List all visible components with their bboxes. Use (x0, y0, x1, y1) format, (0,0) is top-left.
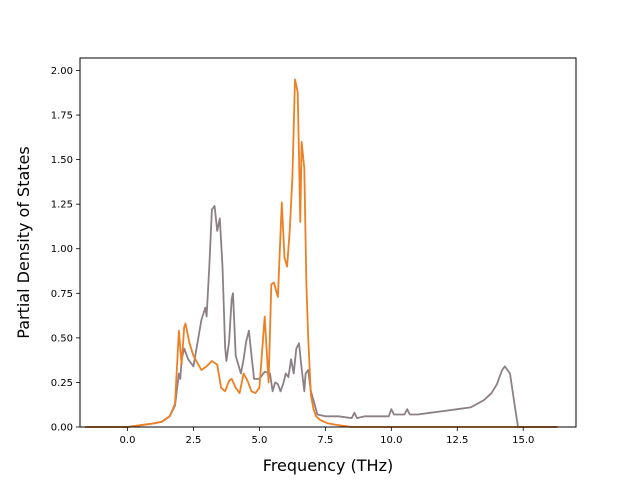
x-tick-label: 5.0 (251, 435, 267, 446)
y-tick-label: 1.50 (51, 155, 73, 166)
x-tick-label: 7.5 (317, 435, 333, 446)
series-line-2 (85, 78, 558, 428)
x-tick-label: 10.0 (380, 435, 402, 446)
series-lines (85, 78, 558, 428)
y-tick-label: 0.50 (51, 333, 73, 344)
y-axis-title: Partial Density of States (14, 146, 33, 338)
y-tick-label: 0.75 (51, 289, 73, 300)
series-line-1 (85, 205, 558, 428)
y-axis-ticks: 0.00 0.25 0.50 0.75 1.00 1.25 1.50 1.75 2.00 (51, 66, 80, 434)
y-tick-label: 1.00 (51, 244, 73, 255)
plot-frame (79, 57, 577, 428)
x-tick-label: 0.0 (120, 435, 136, 446)
x-axis-ticks: 0.0 2.5 5.0 7.5 10.0 12.5 15.0 (120, 427, 534, 446)
y-tick-label: 0.00 (51, 423, 73, 434)
x-tick-label: 12.5 (446, 435, 468, 446)
x-tick-label: 15.0 (512, 435, 534, 446)
y-tick-label: 1.75 (51, 111, 73, 122)
y-tick-label: 0.25 (51, 378, 73, 389)
x-tick-label: 2.5 (185, 435, 201, 446)
x-axis-title: Frequency (THz) (263, 456, 393, 475)
y-tick-label: 1.25 (51, 200, 73, 211)
y-tick-label: 2.00 (51, 66, 73, 77)
